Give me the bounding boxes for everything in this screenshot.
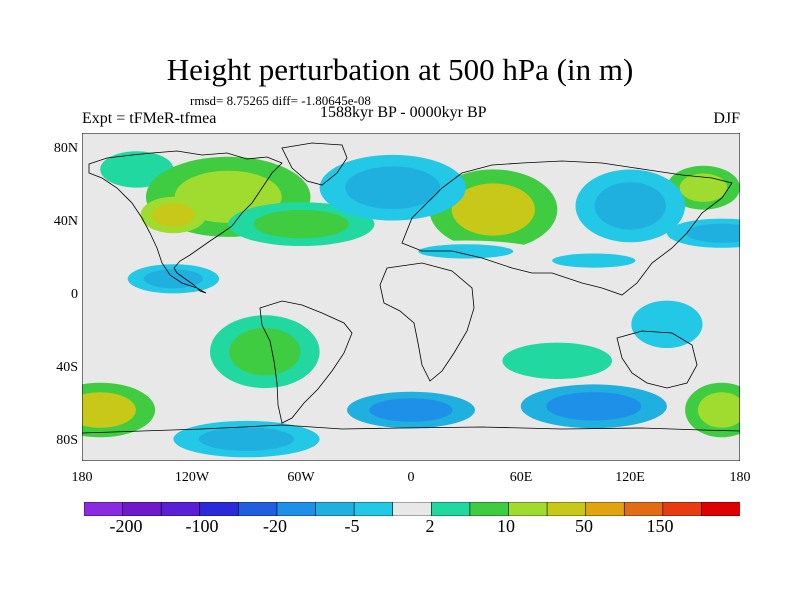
colorbar-label: -100 [185,516,219,536]
lat-label: 40S [56,360,78,375]
colorbar-swatch [430,502,471,516]
experiment-label: Expt = tFMeR-tfmea [82,110,217,127]
anomaly-contour [113,157,161,182]
colorbar-swatch [623,502,664,516]
anomaly-contour [369,398,453,422]
anomaly-contour [697,392,740,428]
lon-label: 60E [509,470,533,485]
coastlines [82,142,740,434]
colorbar [84,502,740,516]
lat-label: 80S [56,433,78,448]
lat-label: 80N [53,141,78,156]
lon-label: 120E [615,470,645,485]
colorbar-swatch [508,502,548,516]
colorbar-label: -20 [263,516,287,536]
anomaly-contour [594,182,666,230]
colorbar-swatch [199,502,240,516]
plot-title: Height perturbation at 500 hPa (in m) [166,52,634,87]
lon-label: 120W [174,470,210,485]
colorbar-swatch [546,502,587,516]
anomaly-contour [253,209,349,239]
coast-greenland [281,142,348,186]
colorbar-label: 10 [497,516,515,536]
colorbar-label: 50 [575,516,593,536]
anomaly-contour [451,183,535,236]
period-label: 1588kyr BP - 0000kyr BP [320,104,487,121]
colorbar-swatch [392,502,433,516]
anomaly-contour [199,427,294,451]
anomaly-contour [679,173,728,202]
anomaly-contour [229,328,301,376]
anomaly-contour [521,349,593,373]
lon-label: 180 [71,470,93,485]
anomaly-contour [546,392,642,421]
season-label: DJF [713,110,740,127]
stats-label: rmsd= 8.75265 diff= -1.80645e-08 [190,93,371,108]
colorbar-swatch [84,502,124,516]
anomaly-contour [345,166,441,209]
colorbar-swatch [662,502,703,516]
anomaly-contour [631,300,703,348]
colorbar-label: 150 [646,516,674,536]
lat-label: 0 [71,287,78,302]
coast-north-america [88,150,283,294]
coast-australia [616,330,698,389]
colorbar-swatch [469,502,510,516]
coast-south-america [259,300,353,424]
colorbar-label: 2 [425,516,435,536]
colorbar-swatch [122,502,162,516]
map-panel [82,133,740,461]
colorbar-swatch [315,502,355,516]
lon-label: 180 [729,470,751,485]
lon-label: 60W [287,470,315,485]
colorbar-swatch [701,502,740,516]
anomaly-contour [143,269,204,289]
lon-label: 0 [407,470,415,485]
colorbar-label: -5 [344,516,360,536]
lat-label: 40N [53,214,78,229]
coast-africa [379,262,475,382]
anomaly-contour [152,203,195,227]
colorbar-label: -200 [109,516,143,536]
anomaly-contour [82,392,136,428]
colorbar-swatch [160,502,201,516]
colorbar-swatch [585,502,626,516]
anomaly-contour [418,244,514,259]
colorbar-swatch [353,502,394,516]
anomaly-contour [686,223,740,243]
coast-eurasia [401,160,733,296]
colorbar-swatch [238,502,278,516]
anomaly-contour [552,253,636,268]
anomaly-contour [302,141,374,161]
colorbar-swatch [276,502,317,516]
coast-antarctica [82,424,740,434]
